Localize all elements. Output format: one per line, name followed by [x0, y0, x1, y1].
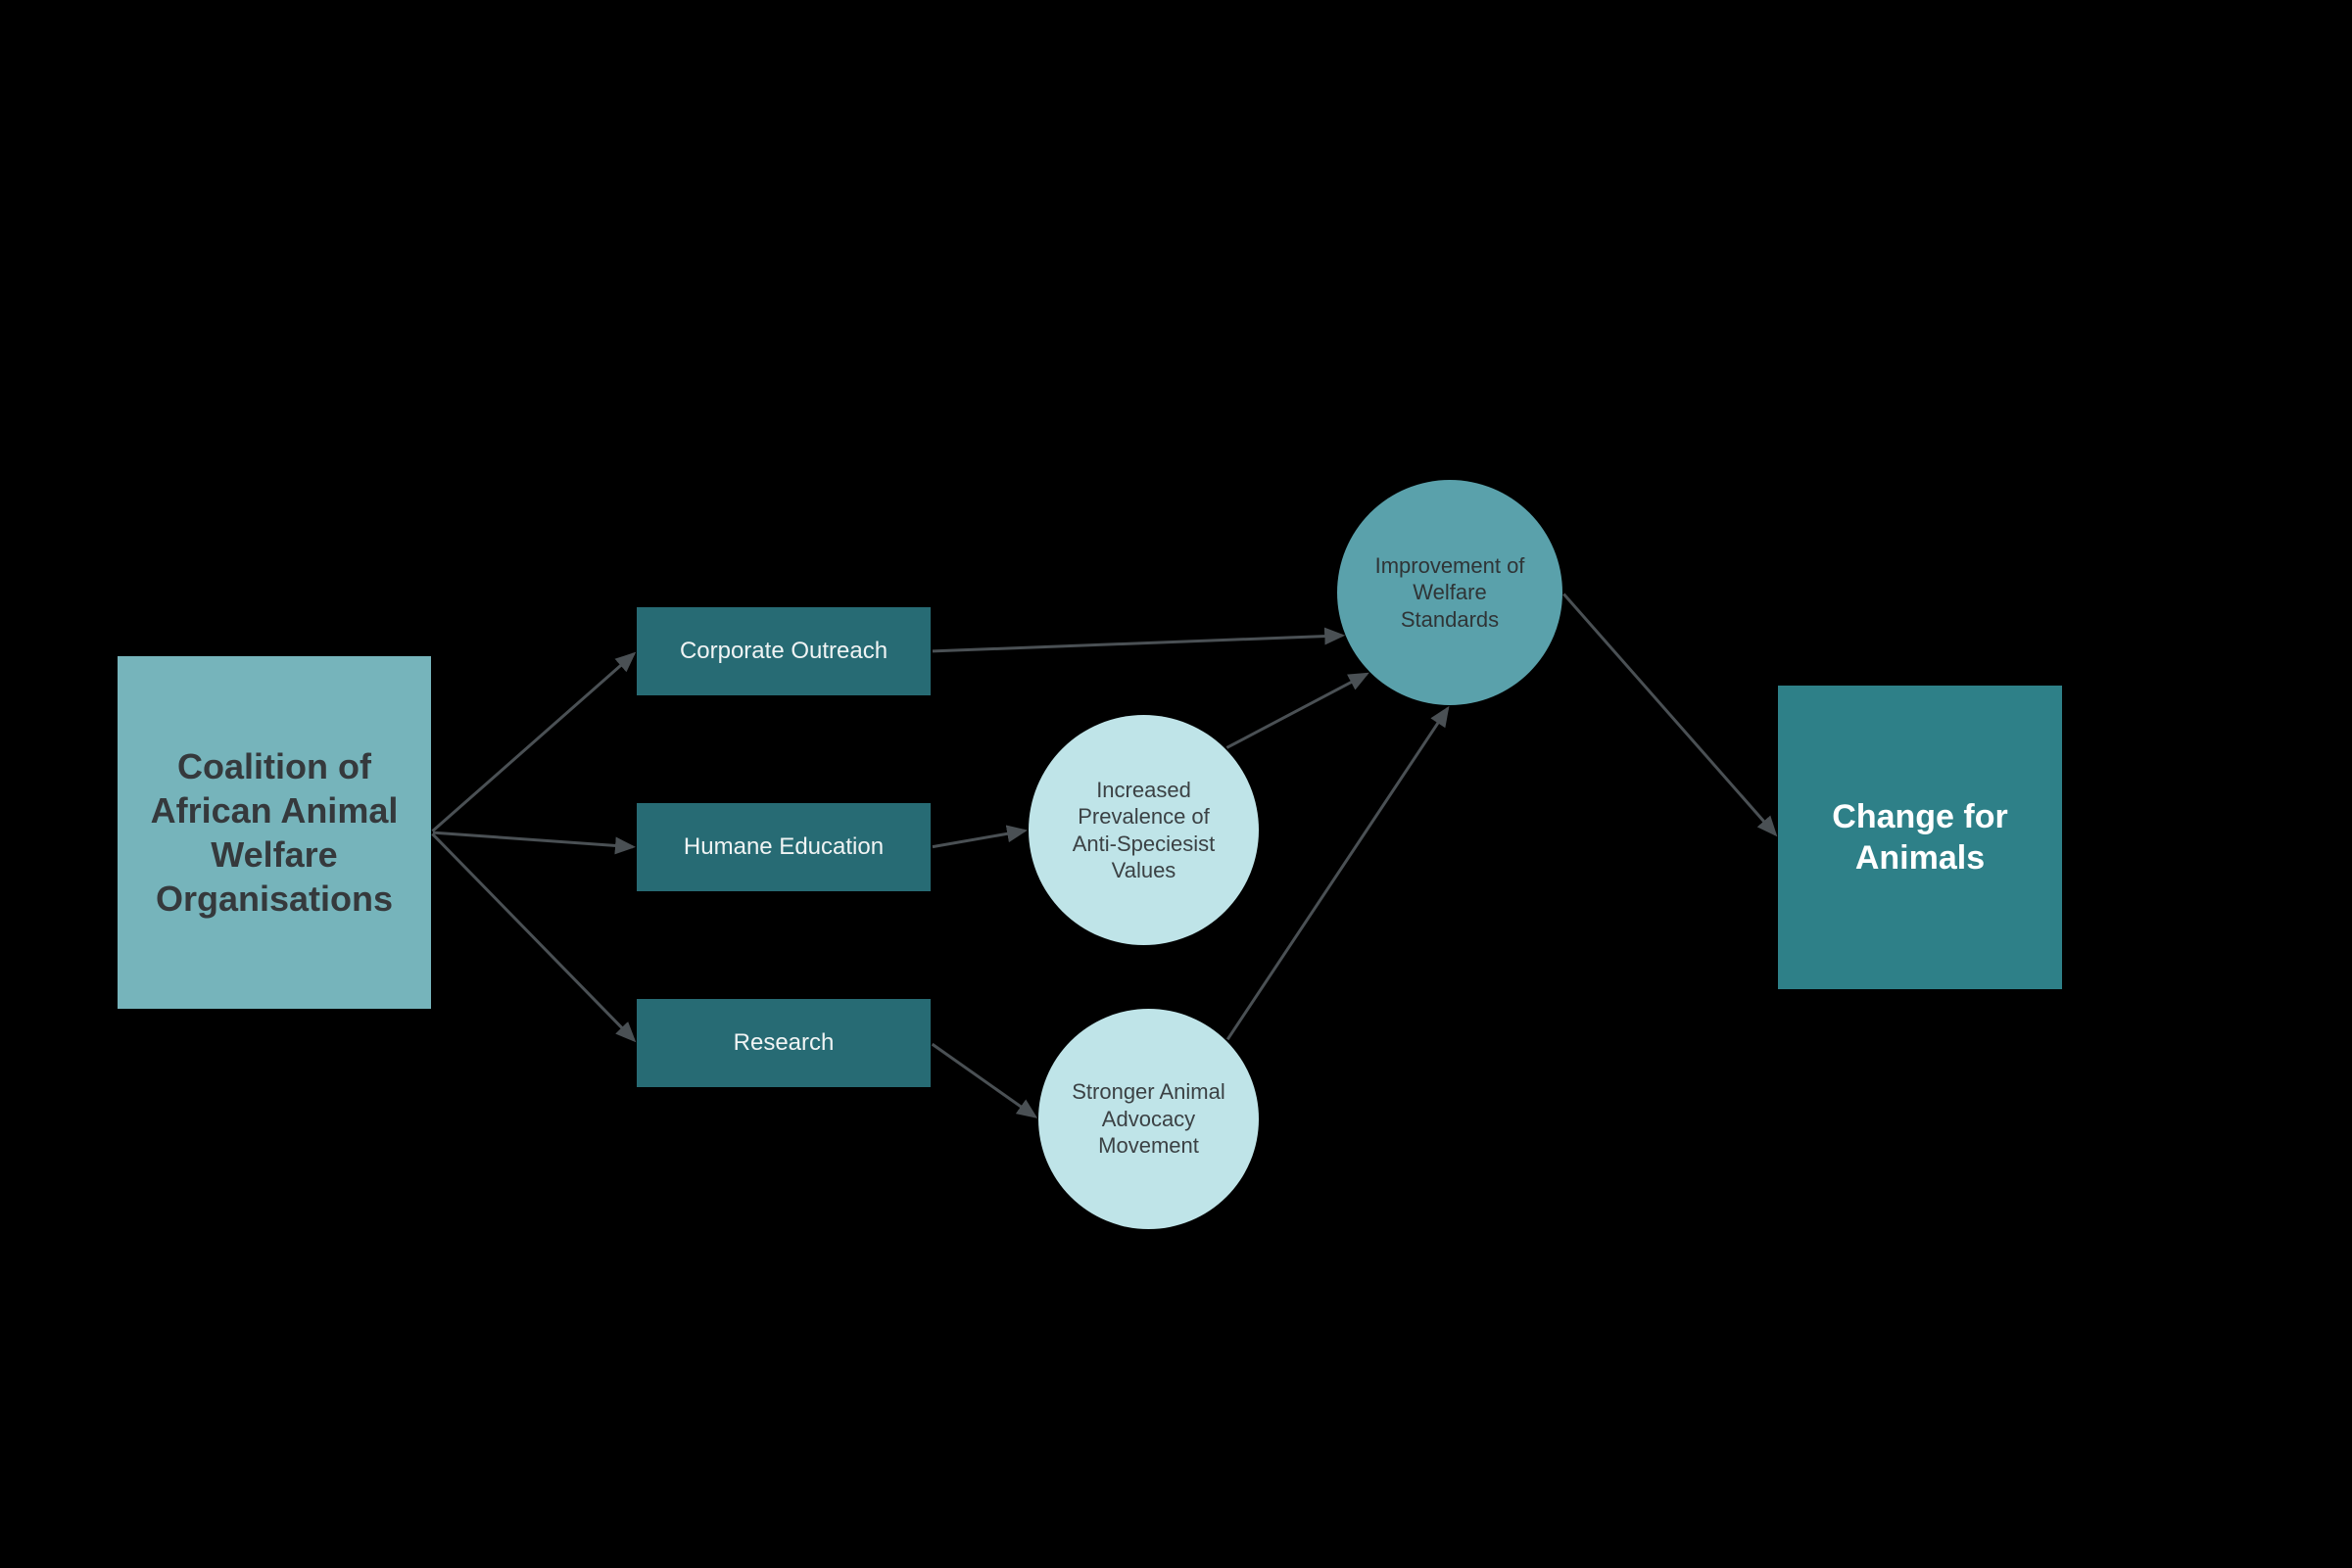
edge-coalition-to-corporate	[433, 654, 634, 832]
node-humane-education: Humane Education	[637, 803, 931, 891]
edge-research-to-movement	[933, 1044, 1035, 1117]
edge-movement-to-standards	[1227, 708, 1448, 1039]
edge-antispeciesist-to-standards	[1226, 674, 1367, 747]
node-standards-label: Improvement of Welfare Standards	[1367, 552, 1533, 634]
edge-coalition-to-humane	[433, 832, 633, 847]
node-research: Research	[637, 999, 931, 1087]
node-change-label: Change for Animals	[1817, 796, 2023, 879]
node-anti-speciesist-values: Increased Prevalence of Anti-Speciesist …	[1029, 715, 1259, 945]
node-movement-label: Stronger Animal Advocacy Movement	[1066, 1078, 1231, 1160]
node-humane-label: Humane Education	[684, 832, 884, 862]
node-change-for-animals: Change for Animals	[1778, 686, 2062, 989]
node-advocacy-movement: Stronger Animal Advocacy Movement	[1038, 1009, 1259, 1229]
edge-coalition-to-research	[432, 833, 634, 1040]
diagram-canvas: Coalition of African Animal Welfare Orga…	[0, 0, 2352, 1568]
node-coalition: Coalition of African Animal Welfare Orga…	[118, 656, 431, 1009]
node-corporate-outreach: Corporate Outreach	[637, 607, 931, 695]
node-research-label: Research	[734, 1028, 835, 1058]
edge-standards-to-change	[1563, 594, 1775, 834]
node-welfare-standards: Improvement of Welfare Standards	[1337, 480, 1562, 705]
node-corporate-label: Corporate Outreach	[680, 637, 888, 666]
node-antispeciesist-label: Increased Prevalence of Anti-Speciesist …	[1056, 777, 1231, 884]
edge-humane-to-antispeciesist	[933, 831, 1025, 846]
edge-corporate-to-standards	[933, 636, 1342, 651]
node-coalition-label: Coalition of African Animal Welfare Orga…	[147, 744, 402, 921]
